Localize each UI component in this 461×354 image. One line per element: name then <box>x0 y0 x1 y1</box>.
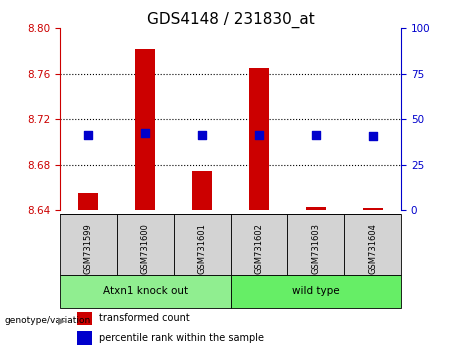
Point <box>198 132 206 138</box>
Bar <box>249 68 269 210</box>
Bar <box>60 275 230 308</box>
Text: Atxn1 knock out: Atxn1 knock out <box>103 286 188 296</box>
Text: GSM731600: GSM731600 <box>141 223 150 274</box>
Bar <box>344 214 401 275</box>
Text: genotype/variation: genotype/variation <box>5 316 91 325</box>
Bar <box>60 214 117 275</box>
Bar <box>77 331 92 345</box>
Point <box>312 132 319 138</box>
Bar <box>192 171 212 210</box>
Bar <box>174 214 230 275</box>
Text: GSM731604: GSM731604 <box>368 223 377 274</box>
Bar <box>135 49 155 210</box>
Point <box>255 132 263 138</box>
Text: GSM731599: GSM731599 <box>84 223 93 274</box>
Bar <box>306 207 326 210</box>
Text: GSM731602: GSM731602 <box>254 223 263 274</box>
Title: GDS4148 / 231830_at: GDS4148 / 231830_at <box>147 12 314 28</box>
Text: GSM731601: GSM731601 <box>198 223 207 274</box>
Bar <box>77 312 92 325</box>
Point <box>85 132 92 138</box>
Text: transformed count: transformed count <box>99 313 190 324</box>
Point <box>142 130 149 136</box>
Bar <box>117 214 174 275</box>
Bar <box>230 214 287 275</box>
Text: GSM731603: GSM731603 <box>311 223 320 274</box>
Text: percentile rank within the sample: percentile rank within the sample <box>99 333 264 343</box>
Bar <box>363 208 383 210</box>
Text: ▶: ▶ <box>58 315 65 325</box>
Point <box>369 133 376 139</box>
Text: wild type: wild type <box>292 286 340 296</box>
Bar <box>78 193 98 210</box>
Bar <box>230 275 401 308</box>
Bar <box>287 214 344 275</box>
